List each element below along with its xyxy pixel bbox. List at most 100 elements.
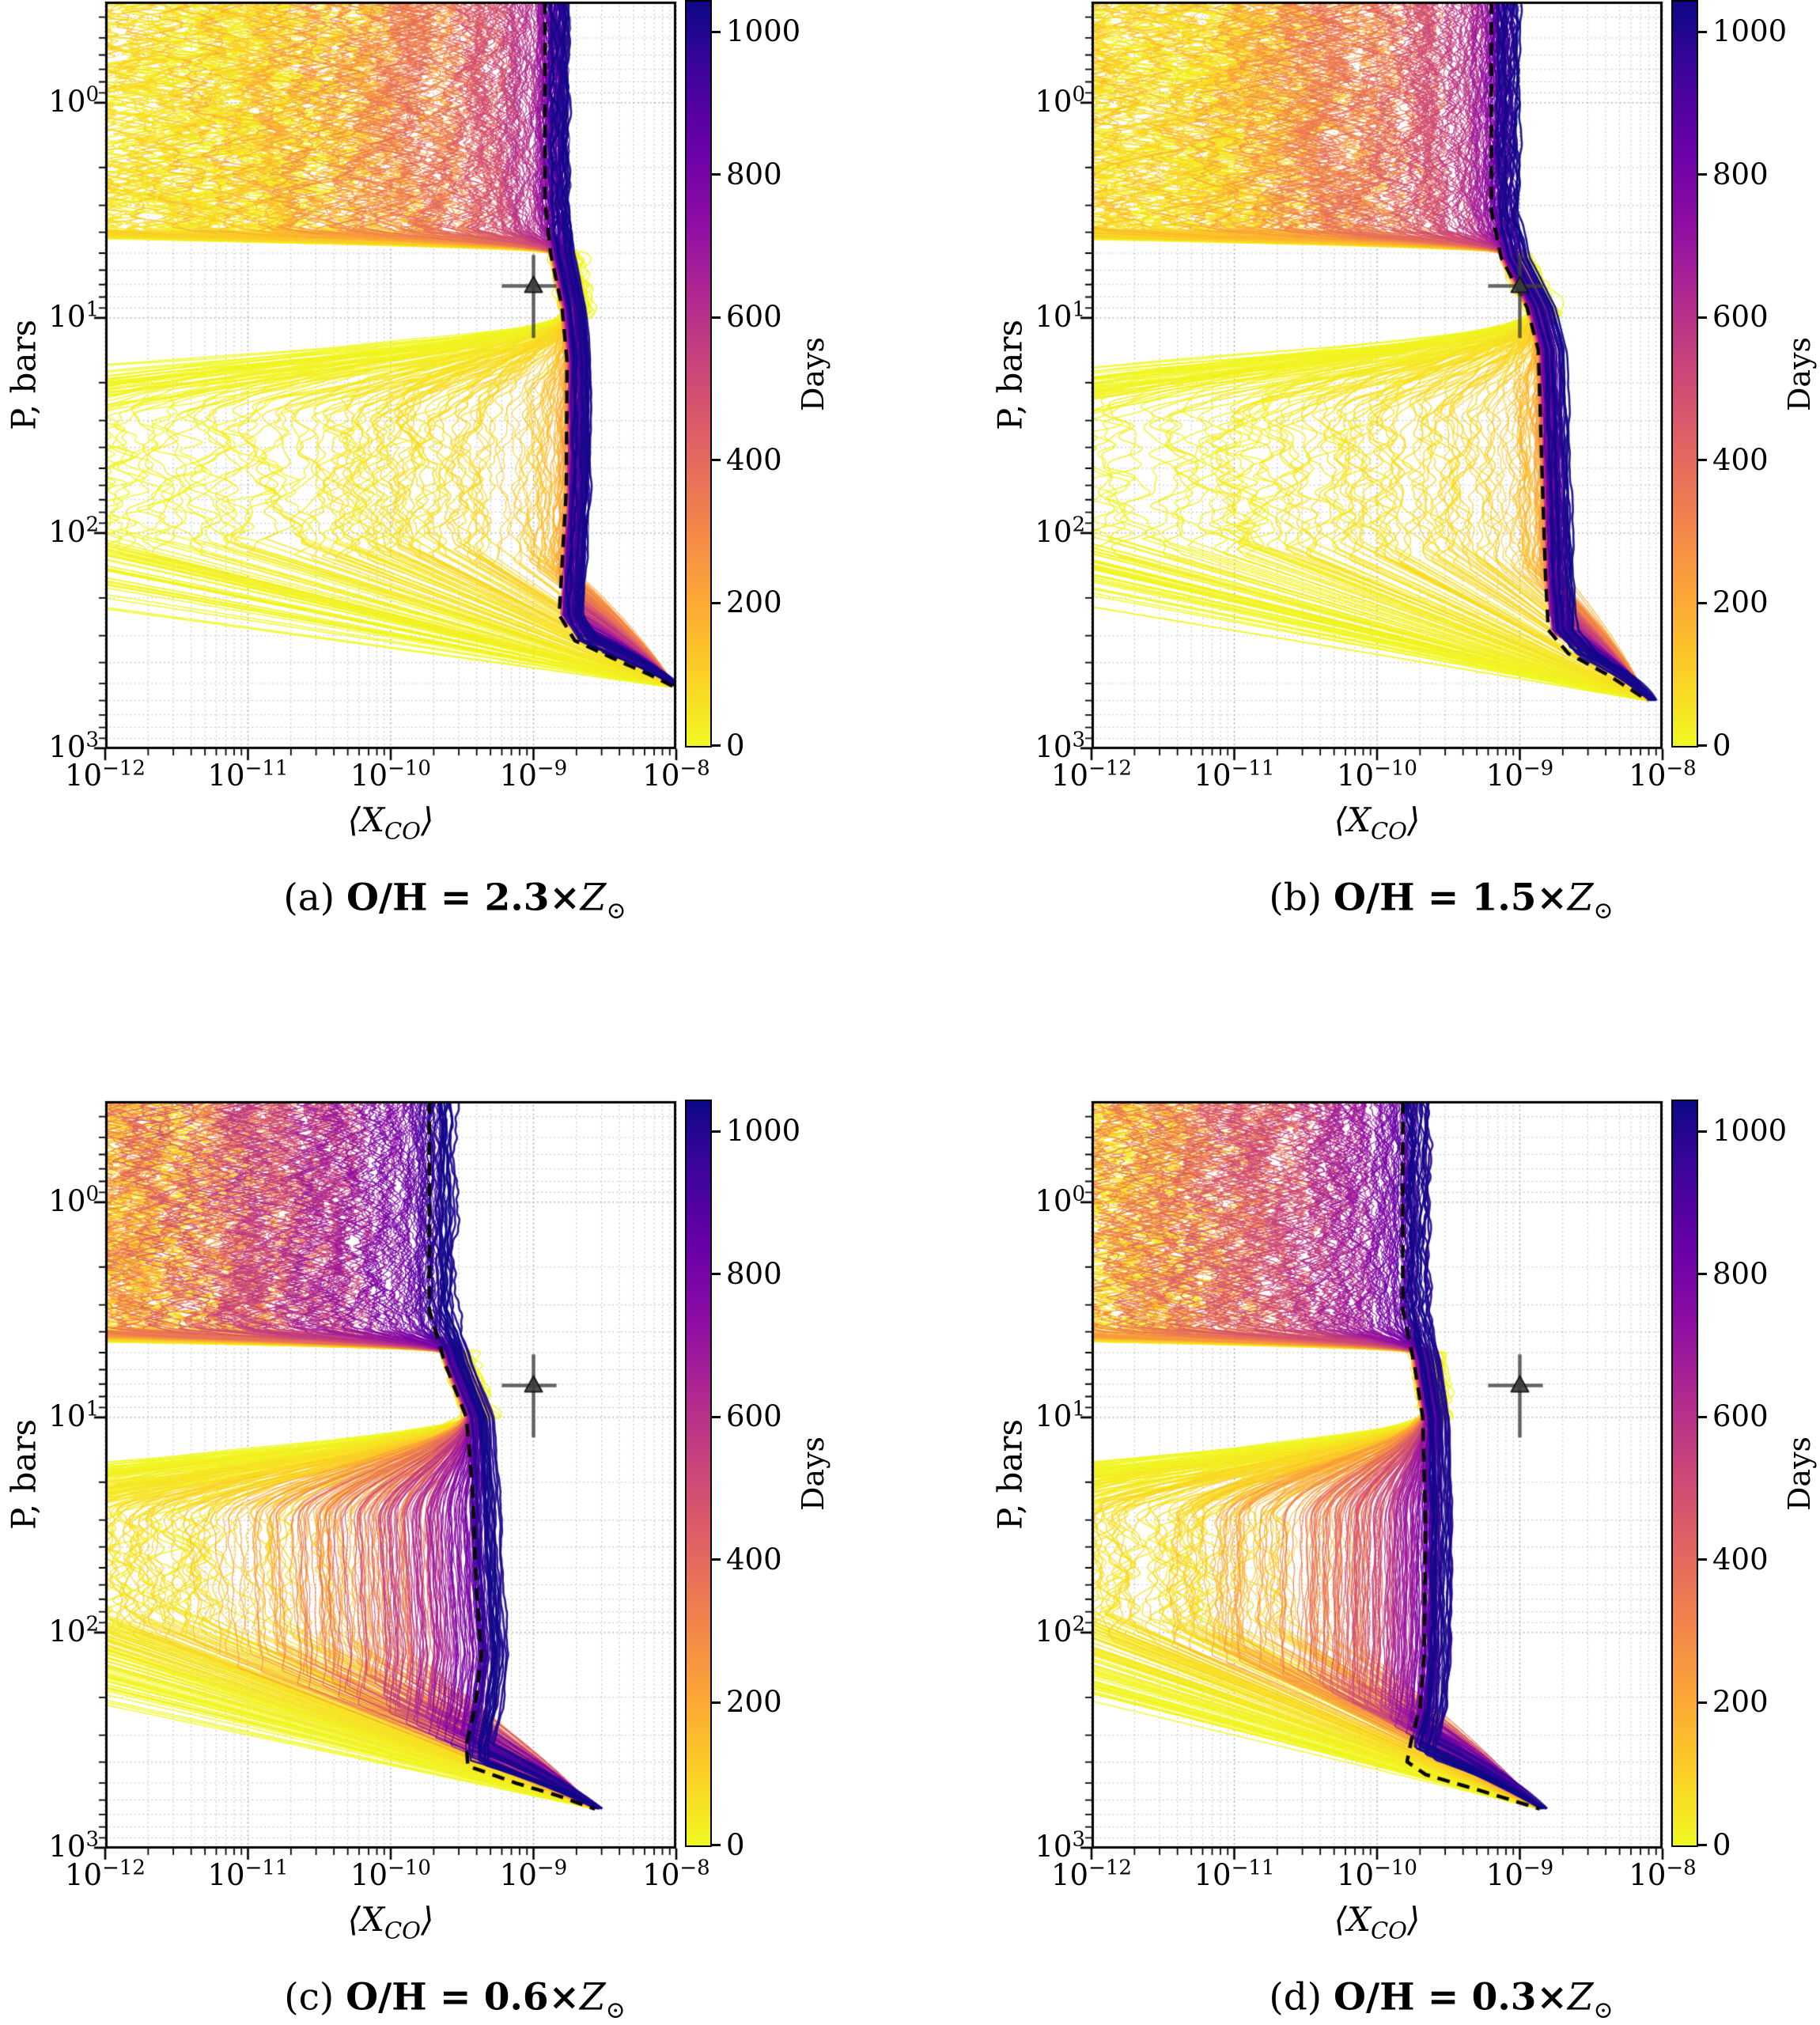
colorbar-tick xyxy=(1698,744,1707,747)
colorbar-tick xyxy=(712,1558,721,1561)
colorbar-tick xyxy=(1698,601,1707,604)
colorbar-tick xyxy=(1698,30,1707,33)
colorbar-tick-label: 800 xyxy=(1712,157,1769,191)
colorbar-tick xyxy=(712,316,721,319)
colorbar xyxy=(685,1100,712,1847)
y-axis-label: P, bars xyxy=(4,1418,44,1531)
x-tick-label: 10−9 xyxy=(1485,756,1554,793)
colorbar-tick-label: 800 xyxy=(1712,1256,1769,1291)
colorbar-tick-label: 200 xyxy=(726,1684,782,1719)
panel-d: 100 101 102 103 10−12 10−11 10−10 10−9 10−8 P, ba… xyxy=(986,1100,1820,2025)
caption-d: (d) O/H = 0.3×Z⊙ xyxy=(1269,1975,1614,2024)
colorbar-tick xyxy=(712,459,721,462)
colorbar-tick xyxy=(712,1701,721,1704)
colorbar-tick-label: 0 xyxy=(726,1827,745,1862)
colorbar-tick xyxy=(712,744,721,747)
y-tick-label: 103 xyxy=(1035,1827,1085,1864)
colorbar-tick xyxy=(1698,173,1707,176)
caption-a: (a) O/H = 2.3×Z⊙ xyxy=(283,876,626,925)
panel-a: 100 101 102 103 10−12 10−11 10−10 10−9 10−8 P, ba… xyxy=(0,0,910,1012)
y-tick-label: 103 xyxy=(48,1827,99,1864)
colorbar-tick xyxy=(1698,1273,1707,1276)
colorbar-tick-label: 600 xyxy=(726,299,782,334)
panel-b: 100 101 102 103 10−12 10−11 10−10 10−9 10−8 P, ba… xyxy=(986,0,1820,1012)
y-tick-label: 102 xyxy=(1035,1612,1085,1648)
y-tick-label: 102 xyxy=(48,1612,99,1648)
plot-canvas-c xyxy=(81,1100,698,1887)
colorbar-tick xyxy=(712,30,721,33)
y-tick-label: 103 xyxy=(1035,728,1085,764)
colorbar-tick-label: 1000 xyxy=(1712,14,1788,49)
x-tick-label: 10−8 xyxy=(1629,1856,1697,1892)
colorbar-label: Days xyxy=(796,1436,831,1512)
colorbar-tick xyxy=(1698,1130,1707,1133)
x-tick-label: 10−8 xyxy=(642,1856,710,1892)
colorbar xyxy=(1671,0,1698,748)
x-tick-label: 10−10 xyxy=(1337,756,1417,793)
colorbar-tick-label: 200 xyxy=(726,585,782,619)
colorbar-tick-label: 600 xyxy=(726,1399,782,1433)
colorbar-tick-label: 400 xyxy=(1712,1542,1769,1576)
colorbar-tick-label: 200 xyxy=(1712,1684,1769,1719)
x-tick-label: 10−11 xyxy=(207,1856,289,1892)
colorbar-tick-label: 600 xyxy=(1712,299,1769,334)
colorbar-tick-label: 1000 xyxy=(726,1114,801,1149)
panel-c: 100 101 102 103 10−12 10−11 10−10 10−9 10−8 P, ba… xyxy=(0,1100,910,2025)
colorbar-tick xyxy=(1698,1701,1707,1704)
y-tick-label: 102 xyxy=(1035,513,1085,549)
y-axis-label: P, bars xyxy=(990,319,1030,431)
colorbar-tick-label: 600 xyxy=(1712,1399,1769,1433)
colorbar-tick xyxy=(712,173,721,176)
colorbar-tick-label: 800 xyxy=(726,157,782,191)
colorbar-label: Days xyxy=(1782,1436,1817,1512)
y-tick-label: 100 xyxy=(48,82,99,119)
colorbar xyxy=(685,0,712,748)
colorbar-tick-label: 1000 xyxy=(726,14,801,49)
colorbar-tick xyxy=(1698,1415,1707,1418)
y-tick-label: 101 xyxy=(48,1397,99,1433)
y-tick-label: 100 xyxy=(1035,1182,1085,1218)
plot-canvas-b xyxy=(1068,0,1685,787)
x-tick-label: 10−8 xyxy=(642,756,710,793)
caption-c: (c) O/H = 0.6×Z⊙ xyxy=(284,1975,626,2024)
colorbar-tick-label: 0 xyxy=(1712,728,1731,763)
y-tick-label: 103 xyxy=(48,728,99,764)
colorbar-tick xyxy=(712,1415,721,1418)
plot-canvas-a xyxy=(81,0,698,787)
x-tick-label: 10−10 xyxy=(350,1856,431,1892)
colorbar-tick-label: 0 xyxy=(726,728,745,763)
x-tick-label: 10−10 xyxy=(1337,1856,1417,1892)
colorbar-label: Days xyxy=(796,336,831,412)
x-tick-label: 10−9 xyxy=(499,1856,568,1892)
colorbar-tick-label: 400 xyxy=(1712,442,1769,477)
plot-canvas-d xyxy=(1068,1100,1685,1887)
x-tick-label: 10−11 xyxy=(207,756,289,793)
x-tick-label: 10−8 xyxy=(1629,756,1697,793)
colorbar xyxy=(1671,1100,1698,1847)
colorbar-tick-label: 0 xyxy=(1712,1827,1731,1862)
y-tick-label: 100 xyxy=(1035,82,1085,119)
colorbar-tick xyxy=(712,1130,721,1133)
y-tick-label: 101 xyxy=(1035,1397,1085,1433)
colorbar-tick-label: 1000 xyxy=(1712,1114,1788,1149)
y-tick-label: 100 xyxy=(48,1182,99,1218)
y-tick-label: 101 xyxy=(1035,297,1085,334)
colorbar-tick xyxy=(712,1273,721,1276)
colorbar-tick-label: 800 xyxy=(726,1256,782,1291)
x-tick-label: 10−12 xyxy=(65,756,146,793)
x-axis-label: ⟨XCO⟩ xyxy=(1334,1900,1421,1944)
colorbar-tick-label: 200 xyxy=(1712,585,1769,619)
x-tick-label: 10−11 xyxy=(1194,756,1275,793)
colorbar-tick xyxy=(712,601,721,604)
y-tick-label: 101 xyxy=(48,297,99,334)
y-axis-label: P, bars xyxy=(990,1418,1030,1531)
colorbar-tick xyxy=(1698,1844,1707,1846)
y-tick-label: 102 xyxy=(48,513,99,549)
colorbar-tick xyxy=(1698,1558,1707,1561)
x-tick-label: 10−10 xyxy=(350,756,431,793)
x-tick-label: 10−12 xyxy=(1051,1856,1132,1892)
colorbar-label: Days xyxy=(1782,336,1817,412)
colorbar-tick xyxy=(1698,316,1707,319)
x-axis-label: ⟨XCO⟩ xyxy=(347,801,434,845)
